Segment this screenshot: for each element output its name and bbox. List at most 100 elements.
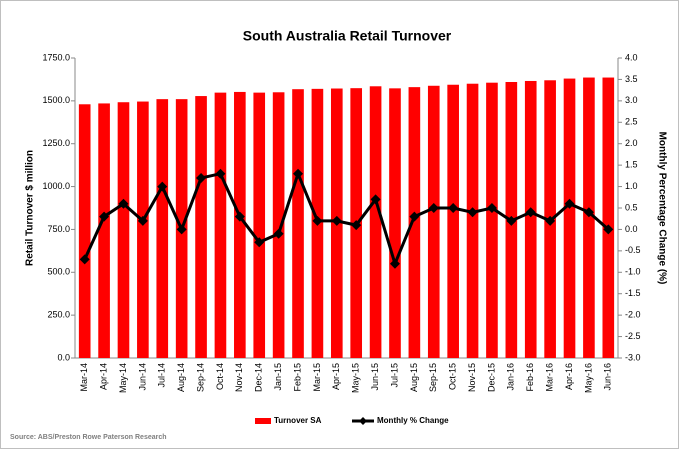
y-tick-label: 250.0	[47, 310, 70, 320]
x-tick-label: Nov-14	[234, 363, 244, 392]
legend-swatch-marker	[359, 417, 367, 425]
y-tick-label: 0.0	[57, 352, 70, 362]
line-marker	[583, 207, 594, 218]
line-marker	[331, 215, 342, 226]
x-tick-label: May-14	[118, 363, 128, 393]
line-marker	[603, 224, 614, 235]
line-marker	[196, 173, 207, 183]
line-marker	[351, 220, 362, 231]
x-tick-label: Oct-14	[215, 363, 225, 390]
x-tick-label: Nov-15	[467, 363, 477, 392]
line-marker	[428, 203, 439, 213]
x-tick-label: May-15	[351, 363, 361, 393]
line-marker	[312, 215, 323, 226]
x-tick-label: Mar-14	[79, 363, 89, 392]
y2-tick-label: 4.0	[625, 52, 638, 62]
bar	[292, 89, 304, 358]
line-marker	[79, 254, 90, 265]
y2-tick-label: -1.5	[625, 288, 641, 298]
y2-tick-label: 2.0	[625, 138, 638, 148]
y2-tick-label: 0.0	[625, 224, 638, 234]
x-tick-label: Jun-14	[137, 363, 147, 391]
legend-label: Monthly % Change	[377, 416, 449, 425]
bar	[156, 99, 169, 359]
x-tick-label: Feb-15	[292, 363, 302, 392]
line-marker	[448, 203, 459, 213]
line-marker	[525, 207, 536, 218]
x-tick-label: Mar-16	[545, 363, 555, 392]
line-marker	[137, 215, 148, 226]
x-tick-label: Feb-16	[525, 363, 535, 392]
line-marker	[564, 198, 575, 209]
y2-axis-title: Monthly Percentage Change (%)	[656, 132, 667, 285]
bar	[389, 88, 401, 358]
bar	[272, 92, 285, 359]
line-marker	[273, 228, 284, 239]
bar	[427, 85, 440, 359]
y2-tick-label: -2.5	[625, 331, 641, 341]
x-tick-label: Dec-15	[486, 363, 496, 392]
bar	[408, 87, 421, 359]
legend-label: Turnover SA	[274, 416, 322, 425]
bar	[98, 103, 110, 358]
bar	[602, 77, 615, 359]
line-marker	[234, 211, 245, 222]
x-tick-label: Jun-16	[603, 363, 613, 391]
bar	[195, 96, 207, 359]
line-marker	[467, 207, 478, 218]
x-tick-label: Aug-14	[176, 363, 186, 392]
bar	[234, 91, 246, 358]
line-marker	[545, 215, 556, 226]
line	[83, 169, 610, 269]
y2-tick-label: 0.5	[625, 202, 638, 212]
x-tick-label: Apr-16	[564, 363, 574, 390]
bar	[524, 80, 537, 358]
y2-tick-label: 3.0	[625, 95, 638, 105]
x-tick-label: Jan-16	[506, 363, 516, 391]
bar	[447, 84, 459, 358]
bar	[253, 92, 266, 358]
line-marker	[389, 258, 400, 269]
line-marker	[254, 237, 265, 248]
y2-tick-label: 1.0	[625, 181, 638, 191]
line-marker	[409, 211, 420, 222]
y-tick-label: 1500.0	[42, 95, 70, 105]
x-tick-label: Jan-15	[273, 363, 283, 391]
line-marker	[293, 168, 304, 179]
x-tick-label: Dec-14	[254, 363, 264, 392]
x-tick-label: Sep-14	[195, 363, 205, 392]
x-tick-label: Aug-15	[409, 363, 419, 392]
bar	[466, 83, 479, 358]
bar	[214, 92, 227, 358]
y2-tick-label: 2.5	[625, 117, 638, 127]
y2-tick-label: 1.5	[625, 160, 638, 170]
x-tick-label: May-16	[583, 363, 593, 393]
source-note: Source: ABS/Preston Rowe Paterson Resear…	[10, 434, 167, 441]
x-tick-label: Oct-15	[448, 363, 458, 390]
legend-swatch	[255, 418, 271, 424]
x-tick-label: Jun-15	[370, 363, 380, 391]
line-marker	[370, 194, 381, 205]
bar	[137, 101, 149, 359]
y-axis-title: Retail Turnover $ million	[25, 150, 36, 266]
x-tick-label: Apr-14	[98, 363, 108, 390]
bar	[78, 104, 91, 359]
bar	[563, 78, 576, 359]
y2-tick-label: 3.5	[625, 74, 638, 84]
x-tick-label: Jul-14	[157, 363, 167, 388]
line-marker	[99, 211, 110, 222]
y-tick-label: 1750.0	[42, 52, 70, 62]
x-tick-label: Apr-15	[331, 363, 341, 390]
bar	[369, 86, 382, 359]
line-marker	[215, 168, 226, 179]
line-marker	[157, 181, 168, 192]
y-tick-label: 500.0	[47, 267, 70, 277]
y2-tick-label: -0.5	[625, 245, 641, 255]
x-tick-label: Sep-15	[428, 363, 438, 392]
y2-tick-label: -1.0	[625, 267, 641, 277]
y-tick-label: 1000.0	[42, 181, 70, 191]
bar	[486, 82, 498, 358]
line-marker	[486, 203, 497, 213]
y-tick-label: 750.0	[47, 224, 70, 234]
bar	[117, 102, 130, 358]
